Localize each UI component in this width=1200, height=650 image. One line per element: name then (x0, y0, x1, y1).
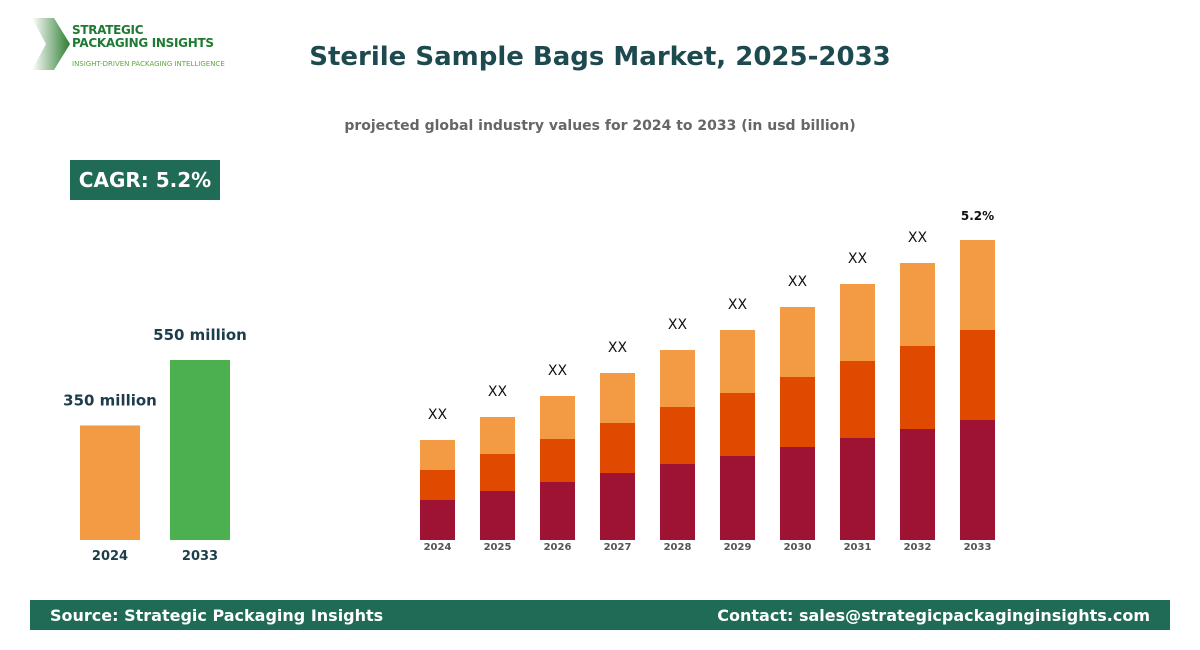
data-label: XX (668, 317, 688, 333)
bar-segment-2033-s0 (960, 420, 995, 540)
bar-segment-2024-s2 (420, 440, 455, 470)
bar-segment-2032-s1 (900, 346, 935, 429)
bar-segment-2029-s2 (720, 330, 755, 393)
bar-segment-2029-s1 (720, 393, 755, 456)
data-label: 5.2% (961, 209, 994, 223)
bar-segment-2031-s0 (840, 438, 875, 540)
bar-segment-2027-s2 (600, 373, 635, 423)
bar-segment-2031-s2 (840, 284, 875, 361)
contact-text[interactable]: Contact: sales@strategicpackaginginsight… (717, 605, 1150, 625)
bar-segment-2025-s2 (480, 417, 515, 454)
bar-segment-2027-s0 (600, 473, 635, 540)
x-tick-label: 2033 (964, 542, 992, 553)
x-tick-label: 2033 (182, 549, 218, 564)
bar-segment-2032-s0 (900, 429, 935, 540)
cagr-badge: CAGR: 5.2% (70, 160, 220, 200)
bar-segment-2031-s1 (840, 361, 875, 438)
bar-segment-2028-s1 (660, 407, 695, 464)
bar-segment-2026-s0 (540, 482, 575, 540)
bar-segment-2030-s2 (780, 307, 815, 377)
x-tick-label: 2029 (724, 542, 752, 553)
page-title: Sterile Sample Bags Market, 2025-2033 (309, 42, 891, 72)
bar-segment-2026-s1 (540, 439, 575, 482)
bar-segment-2024-s0 (420, 500, 455, 540)
charts: 350 million 2024 550 million 2033 XX 2024 XX 20… (63, 209, 995, 564)
data-label: XX (488, 384, 508, 400)
bar-segment-2032-s2 (900, 263, 935, 346)
bar-segment-2028-s2 (660, 350, 695, 407)
bar-segment-2033-s1 (960, 330, 995, 420)
x-tick-label: 2024 (424, 542, 452, 553)
bar-segment-2025-s1 (480, 454, 515, 491)
bar-segment-2033-s2 (960, 240, 995, 330)
bar-segment-2030-s1 (780, 377, 815, 447)
x-tick-label: 2026 (544, 542, 572, 553)
bar-segment-2029-s0 (720, 456, 755, 540)
data-label: XX (548, 363, 568, 379)
bar-segment-2027-s1 (600, 423, 635, 473)
x-tick-label: 2027 (604, 542, 632, 553)
x-tick-label: 2028 (664, 542, 692, 553)
footer: Source: Strategic Packaging Insights Con… (30, 600, 1170, 630)
logo-line1: STRATEGIC (72, 23, 144, 37)
bar-segment-2025-s0 (480, 491, 515, 540)
data-label: 350 million (63, 391, 157, 409)
x-tick-label: 2032 (904, 542, 932, 553)
bar-segment-2024-s1 (420, 470, 455, 500)
x-tick-label: 2031 (844, 542, 872, 553)
data-label: XX (428, 407, 448, 423)
logo: STRATEGIC PACKAGING INSIGHTS INSIGHT-DRIV… (32, 18, 232, 73)
bar-2024 (80, 425, 140, 540)
data-label: XX (788, 274, 808, 290)
bar-segment-2030-s0 (780, 447, 815, 540)
chart-subtitle: projected global industry values for 202… (344, 118, 856, 134)
data-label: XX (608, 340, 628, 356)
data-label: XX (908, 230, 928, 246)
logo-line2: PACKAGING INSIGHTS (72, 36, 214, 50)
logo-chevron-icon (32, 18, 70, 70)
data-label: XX (728, 297, 748, 313)
bar-segment-2028-s0 (660, 464, 695, 540)
logo-tagline: INSIGHT-DRIVEN PACKAGING INTELLIGENCE (72, 60, 225, 68)
data-label: XX (848, 251, 868, 267)
bar-2033 (170, 360, 230, 540)
data-label: 550 million (153, 326, 247, 344)
bar-segment-2026-s2 (540, 396, 575, 439)
x-tick-label: 2030 (784, 542, 812, 553)
x-tick-label: 2025 (484, 542, 512, 553)
x-tick-label: 2024 (92, 549, 128, 564)
source-text: Source: Strategic Packaging Insights (50, 605, 384, 625)
